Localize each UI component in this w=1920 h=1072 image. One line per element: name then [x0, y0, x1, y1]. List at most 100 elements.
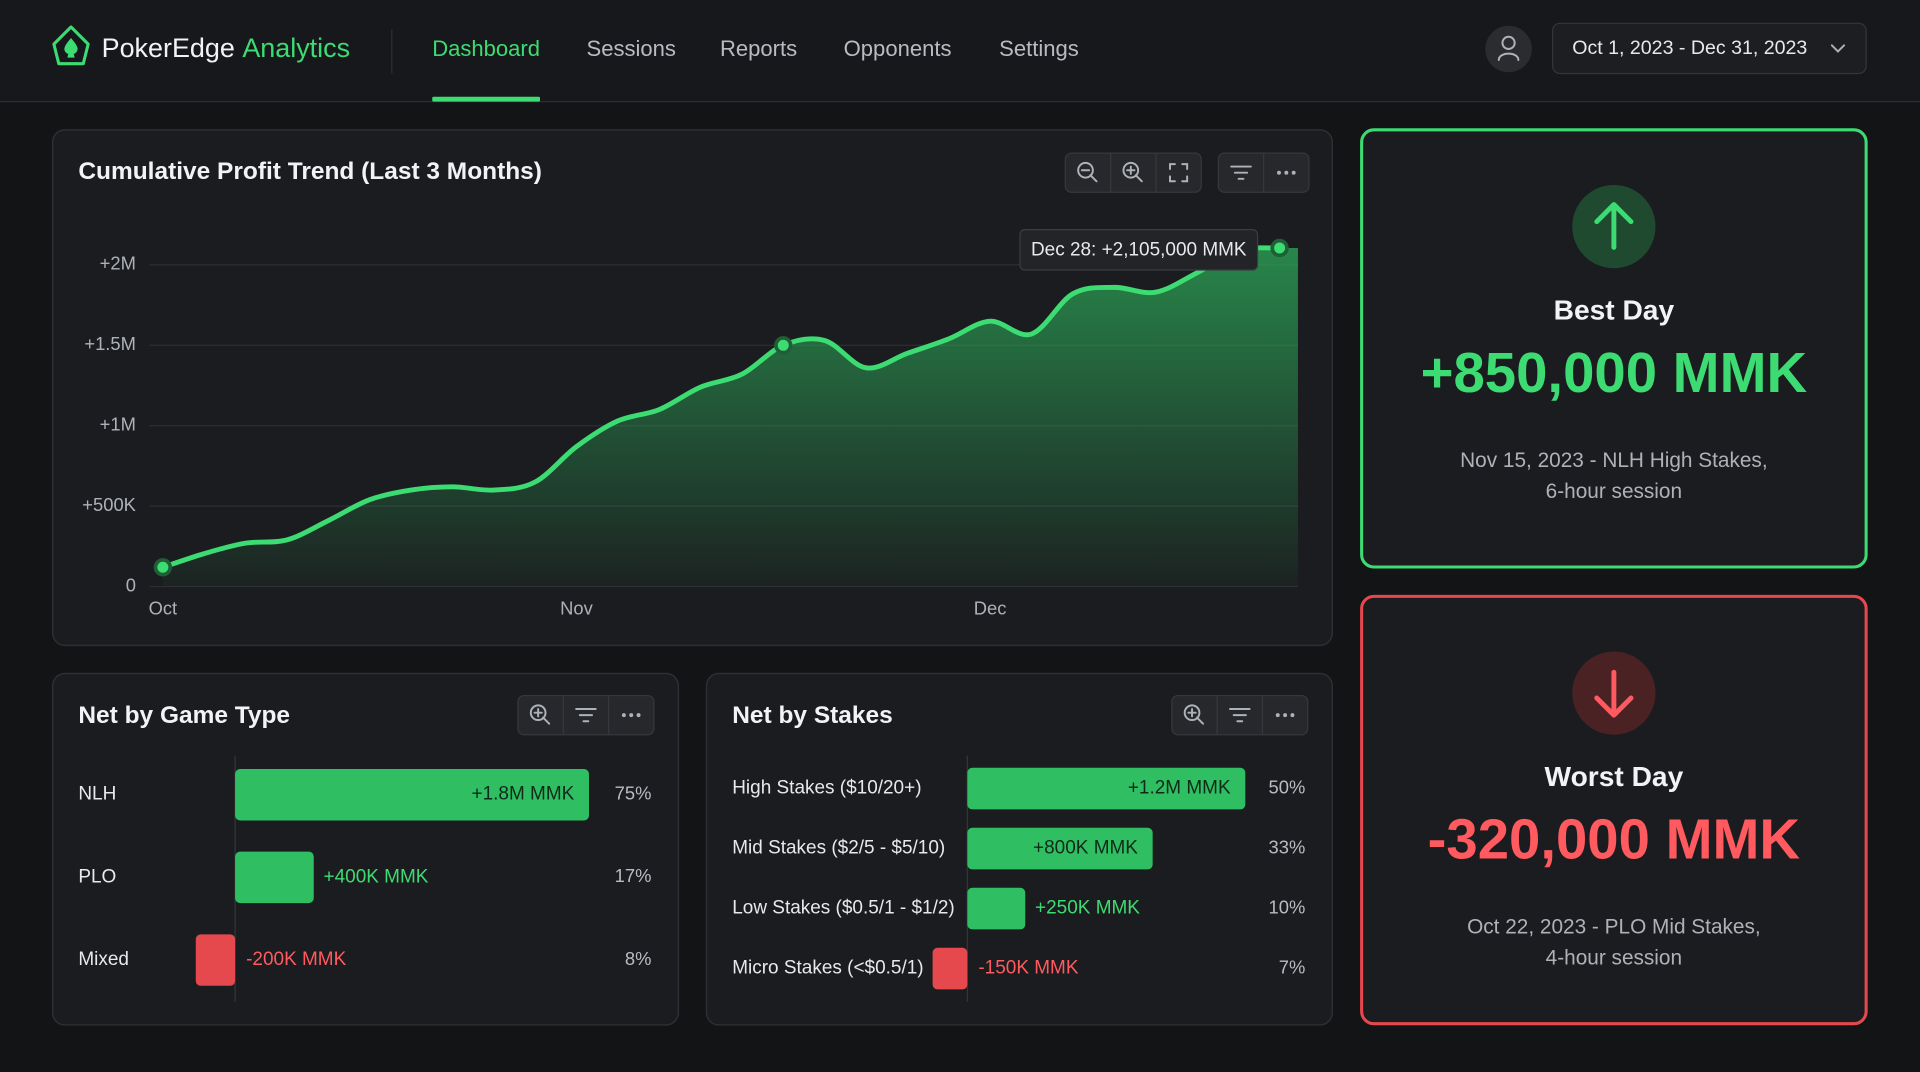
icon	[1230, 165, 1252, 180]
category-label: High Stakes ($10/20+)	[732, 778, 921, 799]
toolbar-button[interactable]	[1230, 165, 1252, 180]
nav-item[interactable]: Sessions	[587, 36, 676, 61]
icon	[575, 708, 597, 723]
nav-item[interactable]: Opponents	[844, 36, 952, 61]
tooltip: Dec 28: +2,105,000 MMK	[1019, 228, 1259, 271]
category-label: Micro Stakes (<$0.5/1)	[732, 958, 923, 979]
nav-item[interactable]: Reports	[720, 36, 797, 61]
date-picker[interactable]: Oct 1, 2023 - Dec 31, 2023	[1552, 22, 1867, 75]
card-title: Worst Day	[1545, 761, 1684, 792]
point	[774, 336, 793, 355]
chart-title: Cumulative Profit Trend (Last 3 Months)	[78, 158, 542, 185]
nav-item[interactable]: Settings	[999, 36, 1079, 61]
icon	[1277, 170, 1281, 175]
bar	[967, 887, 1026, 930]
icon	[1283, 713, 1288, 718]
value-label: +800K MMK	[1033, 838, 1138, 859]
toolbar-button[interactable]	[529, 704, 551, 725]
card-value: +850,000 MMK	[1421, 341, 1808, 404]
icon	[533, 708, 551, 725]
value-label: -200K MMK	[246, 949, 346, 970]
category-label: Mid Stakes ($2/5 - $5/10)	[732, 838, 945, 859]
icon	[1291, 170, 1296, 175]
x-tick-label: Dec	[974, 598, 1007, 619]
share-label: 17%	[615, 865, 652, 886]
line	[160, 245, 1283, 570]
share-label: 10%	[1269, 896, 1306, 917]
icon	[1284, 170, 1289, 175]
toolbar[interactable]	[1217, 152, 1310, 193]
bar	[235, 851, 314, 904]
toolbar-box	[1064, 152, 1202, 193]
brand: PokerEdge Analytics	[102, 33, 350, 63]
x-tick-label: Oct	[149, 598, 178, 619]
toolbar-button[interactable]	[1122, 161, 1143, 183]
toolbar-button[interactable]	[1169, 163, 1189, 183]
user-icon	[1501, 35, 1516, 50]
logo-spade	[64, 37, 78, 58]
icon	[1080, 169, 1098, 183]
category-label: NLH	[78, 784, 116, 805]
icon	[1229, 708, 1251, 723]
card-detail: Nov 15, 2023 - NLH High Stakes,	[1460, 449, 1768, 472]
share-label: 8%	[625, 948, 652, 969]
worst-day-card	[1360, 594, 1868, 1026]
card-value: -320,000 MMK	[1428, 808, 1801, 871]
icon	[1183, 704, 1201, 722]
icon	[629, 713, 634, 718]
nav-item[interactable]: Dashboard	[432, 36, 540, 61]
toolbar-button[interactable]	[1275, 713, 1295, 718]
chart-title: Net by Game Type	[78, 702, 290, 729]
icon	[529, 704, 547, 722]
date-picker-box	[1552, 22, 1867, 75]
toolbar[interactable]	[1171, 694, 1309, 736]
chart-title: Net by Stakes	[732, 702, 892, 729]
point	[1270, 238, 1289, 258]
best-day-card	[1360, 128, 1868, 569]
toolbar[interactable]	[517, 694, 655, 736]
tooltip-text: Dec 28: +2,105,000 MMK	[1031, 239, 1247, 260]
value-label: +1.8M MMK	[472, 784, 575, 805]
value-label: -150K MMK	[978, 958, 1078, 979]
date-range: Oct 1, 2023 - Dec 31, 2023	[1572, 37, 1807, 59]
toolbar-button[interactable]	[575, 708, 597, 723]
toolbar-button[interactable]	[1229, 708, 1251, 723]
y-tick-label: 0	[126, 574, 136, 595]
icon	[1290, 713, 1295, 718]
x-tick-label: Nov	[560, 598, 593, 619]
toolbar-button[interactable]	[1277, 170, 1296, 175]
active-tab-indicator	[432, 96, 540, 102]
toolbar-button[interactable]	[1183, 704, 1205, 725]
y-tick-label: +1.5M	[84, 333, 136, 354]
icon	[1275, 713, 1280, 718]
category-label: Low Stakes ($0.5/1 - $1/2)	[732, 898, 954, 919]
share-label: 50%	[1269, 776, 1306, 797]
icon	[1126, 165, 1143, 183]
card-detail: Oct 22, 2023 - PLO Mid Stakes,	[1467, 916, 1761, 939]
y-tick-label: +500K	[82, 494, 136, 515]
brand-name: PokerEdge	[102, 33, 235, 63]
icon	[636, 713, 641, 718]
chevron	[1830, 44, 1846, 53]
tooltip-box	[1019, 228, 1259, 271]
user-button[interactable]	[1485, 25, 1532, 73]
card-title: Best Day	[1554, 295, 1675, 326]
toolbar-button[interactable]	[621, 713, 641, 718]
logo[interactable]	[52, 25, 90, 66]
share-label: 7%	[1279, 956, 1306, 977]
up-arrow	[1594, 202, 1634, 250]
icon	[1122, 161, 1140, 179]
bar	[967, 767, 1246, 810]
logo-mark	[52, 25, 90, 66]
bar	[932, 947, 968, 990]
share-label: 75%	[615, 783, 652, 804]
value-label: +1.2M MMK	[1128, 778, 1231, 799]
toolbar-button[interactable]	[1077, 161, 1098, 183]
y-tick-label: +2M	[100, 253, 136, 274]
icon	[621, 713, 626, 718]
category-label: Mixed	[78, 949, 129, 970]
card-detail: 6-hour session	[1546, 480, 1682, 503]
user-icon	[1497, 52, 1520, 62]
toolbar[interactable]	[1064, 152, 1202, 193]
